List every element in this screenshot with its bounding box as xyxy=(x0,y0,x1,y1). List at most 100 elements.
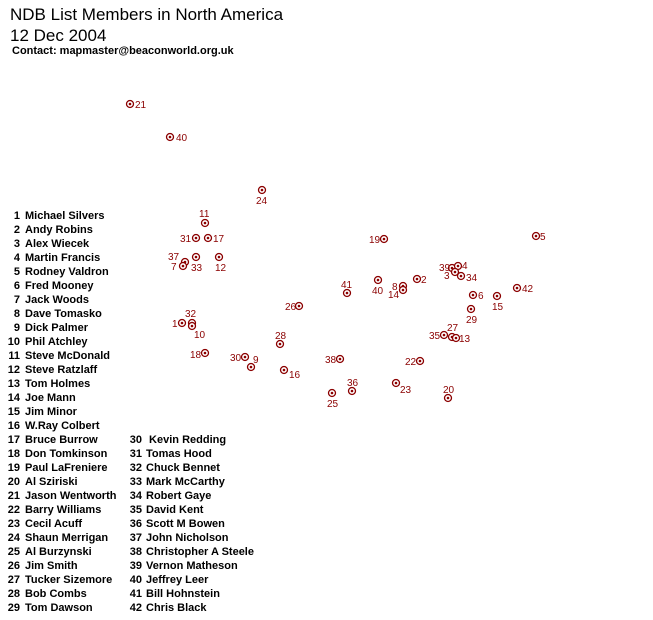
marker-label: 23 xyxy=(400,385,412,396)
legend-entry: 1 Michael Silvers xyxy=(4,209,116,223)
marker-dot xyxy=(180,321,184,325)
legend-entry-name: Barry Williams xyxy=(25,504,102,516)
legend-entry-number: 32 xyxy=(129,462,142,474)
legend-entry: 3 Alex Wiecek xyxy=(4,237,116,251)
legend-entry-name: Al Burzynski xyxy=(25,546,92,558)
marker-label: 31 xyxy=(180,234,192,245)
marker-label: 7 xyxy=(171,262,177,273)
legend-entry-name: Fred Mooney xyxy=(25,280,94,292)
legend-entry-name: Scott M Bowen xyxy=(146,518,225,530)
member-location-marker: 18 xyxy=(190,348,210,361)
marker-label: 8 xyxy=(392,282,398,293)
legend-entry: 27 Tucker Sizemore xyxy=(4,573,116,587)
legend-entry-number: 30 xyxy=(129,434,142,446)
marker-label: 42 xyxy=(522,284,534,295)
member-location-marker: 5 xyxy=(531,231,546,243)
legend-entry: 13 Tom Holmes xyxy=(4,377,116,391)
marker-label: 21 xyxy=(135,100,147,111)
legend-entry: 38 Christopher A Steele xyxy=(128,545,254,559)
marker-dot xyxy=(495,294,499,298)
member-location-marker: 30 xyxy=(230,352,250,364)
marker-dot xyxy=(330,391,334,395)
marker-dot xyxy=(168,135,172,139)
legend-entry: 4 Martin Francis xyxy=(4,251,116,265)
legend-entry-number: 33 xyxy=(129,476,142,488)
legend-entry-name: Al Sziriski xyxy=(25,476,78,488)
contact-email[interactable]: Contact: mapmaster@beaconworld.org.uk xyxy=(12,45,234,57)
marker-dot xyxy=(128,102,132,106)
legend-entry-name: Bob Combs xyxy=(25,588,87,600)
marker-dot xyxy=(217,255,221,259)
legend-entry-number: 12 xyxy=(7,364,20,376)
legend-entry-name: Jason Wentworth xyxy=(25,490,117,502)
marker-dot xyxy=(203,351,207,355)
member-location-marker: 42 xyxy=(512,283,534,295)
marker-label: 24 xyxy=(256,196,268,207)
legend-entry: 31 Tomas Hood xyxy=(128,447,254,461)
marker-dot xyxy=(249,365,253,369)
legend-entry-number: 36 xyxy=(129,518,142,530)
member-location-marker: 40 xyxy=(165,132,188,144)
marker-label: 18 xyxy=(190,350,202,361)
marker-label: 12 xyxy=(215,263,227,274)
legend-entry: 35 David Kent xyxy=(128,503,254,517)
marker-label: 40 xyxy=(176,133,188,144)
legend-entry-name: John Nicholson xyxy=(146,532,229,544)
legend-entry-number: 11 xyxy=(8,350,20,362)
marker-label: 26 xyxy=(285,302,297,313)
marker-label: 29 xyxy=(466,315,478,326)
marker-label: 1 xyxy=(172,319,178,330)
legend-entry: 5 Rodney Valdron xyxy=(4,265,116,279)
legend-entry: 19 Paul LaFreniere xyxy=(4,461,116,475)
marker-dot xyxy=(534,234,538,238)
legend-entry: 10 Phil Atchley xyxy=(4,335,116,349)
map-date: 12 Dec 2004 xyxy=(10,26,107,45)
legend-entry: 11 Steve McDonald xyxy=(4,349,116,363)
marker-dot xyxy=(338,357,342,361)
marker-label: 28 xyxy=(275,331,287,342)
legend-entry-number: 23 xyxy=(7,518,20,530)
legend-entry-number: 22 xyxy=(7,504,20,516)
marker-dot xyxy=(282,368,286,372)
marker-dot xyxy=(203,221,207,225)
marker-label: 34 xyxy=(466,273,478,284)
legend-entry-name: Martin Francis xyxy=(25,252,101,264)
legend-entry-name: Cecil Acuff xyxy=(25,518,83,530)
legend-entry-number: 8 xyxy=(13,308,20,320)
marker-label: 6 xyxy=(478,291,484,302)
legend-entry-number: 13 xyxy=(7,378,20,390)
legend-entry-number: 31 xyxy=(129,448,142,460)
legend-entry: 18 Don Tomkinson xyxy=(4,447,116,461)
legend-entry-name: Dick Palmer xyxy=(25,322,88,334)
member-location-marker: 6 xyxy=(468,290,484,302)
member-location-marker: 16 xyxy=(279,365,301,381)
legend-entry: 28 Bob Combs xyxy=(4,587,116,601)
legend-entry-number: 2 xyxy=(13,224,20,236)
member-location-marker: 22 xyxy=(405,356,425,368)
legend-entry-number: 29 xyxy=(7,602,20,614)
marker-dot xyxy=(194,255,198,259)
legend-entry: 20 Al Sziriski xyxy=(4,475,116,489)
member-location-marker: 13 xyxy=(451,333,471,345)
legend-entry-number: 18 xyxy=(7,448,20,460)
member-location-marker: 29 xyxy=(466,304,478,326)
marker-label: 32 xyxy=(185,309,197,320)
marker-label: 16 xyxy=(289,370,301,381)
legend-entry-name: Jim Smith xyxy=(25,560,78,572)
legend-entry-name: Mark McCarthy xyxy=(146,476,225,488)
marker-label: 17 xyxy=(213,234,225,245)
legend-entry-number: 9 xyxy=(13,322,20,334)
legend-entry-number: 19 xyxy=(7,462,20,474)
legend-entry-number: 39 xyxy=(129,560,142,572)
legend-entry-name: Chuck Bennet xyxy=(146,462,220,474)
legend-entry: 23 Cecil Acuff xyxy=(4,517,116,531)
legend-entry: 7 Jack Woods xyxy=(4,293,116,307)
legend-entry-name: Chris Black xyxy=(146,602,207,614)
marker-label: 35 xyxy=(429,331,441,342)
member-location-marker: 34 xyxy=(456,271,478,284)
marker-dot xyxy=(194,236,198,240)
legend-entry-name: Tucker Sizemore xyxy=(25,574,113,586)
marker-dot xyxy=(181,264,185,268)
marker-label: 13 xyxy=(459,334,471,345)
